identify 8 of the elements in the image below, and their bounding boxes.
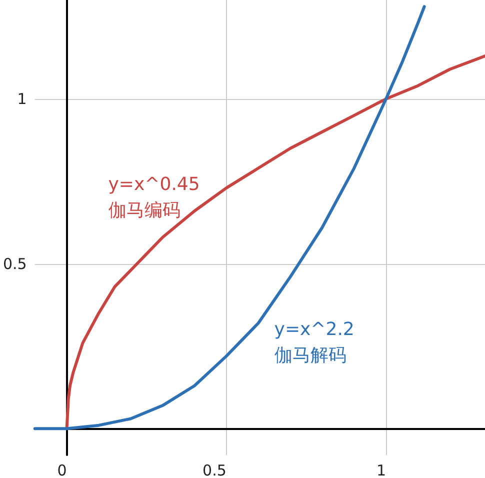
line-series — [33, 5, 426, 430]
x-tick-label: 1 — [376, 462, 386, 478]
series-label: y=x^0.45 — [108, 174, 200, 195]
annotation: 伽马编码 — [108, 200, 180, 221]
x-tick-label: 0 — [57, 462, 67, 478]
x-tick-label: 0.5 — [202, 462, 226, 478]
series-label: y=x^2.2 — [274, 319, 354, 340]
annotation: 伽马解码 — [274, 345, 346, 366]
